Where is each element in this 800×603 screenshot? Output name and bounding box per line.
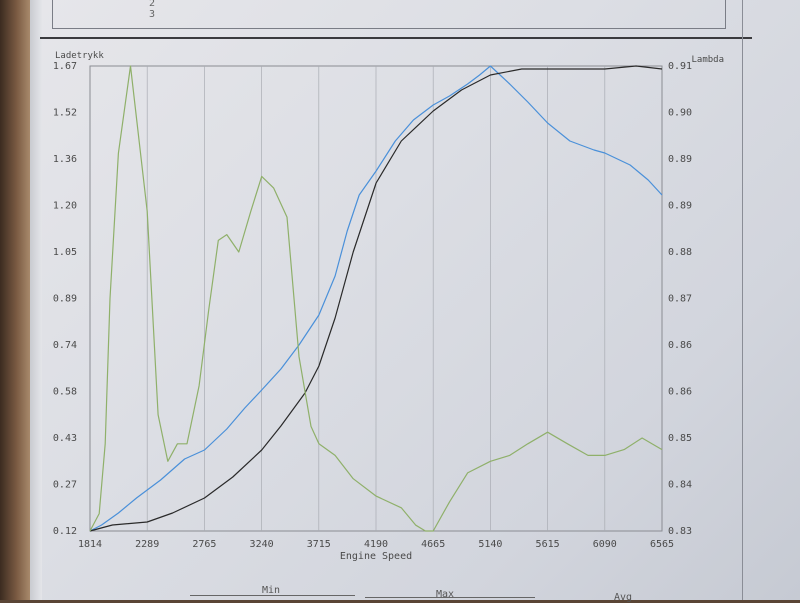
right-tick-label: 0.91 — [668, 61, 692, 72]
top-table-box: 2 3 — [52, 0, 726, 29]
table-header-avg: Avg — [614, 592, 633, 603]
x-tick-label: 1814 — [78, 539, 102, 550]
left-tick-label: 1.20 — [53, 201, 77, 212]
x-tick-label: 6090 — [593, 539, 617, 550]
left-tick-label: 0.43 — [53, 433, 77, 444]
left-tick-label: 0.58 — [53, 387, 77, 398]
desk-edge — [0, 0, 30, 600]
right-tick-label: 0.85 — [668, 433, 692, 444]
left-tick-label: 1.67 — [53, 61, 77, 72]
series-line — [89, 65, 663, 532]
x-tick-label: 4665 — [421, 539, 445, 550]
top-row-number: 3 — [149, 9, 156, 20]
left-tick-label: 0.74 — [53, 340, 77, 351]
x-tick-label: 2765 — [192, 539, 216, 550]
x-axis-label: Engine Speed — [340, 551, 412, 562]
series-layer — [89, 65, 663, 532]
left-tick-label: 0.89 — [53, 294, 77, 305]
right-tick-label: 0.87 — [668, 294, 692, 305]
grid-layer — [89, 65, 663, 532]
chart-frame-top — [40, 37, 752, 39]
x-tick-label: 3240 — [250, 539, 274, 550]
right-tick-label: 0.89 — [668, 154, 692, 165]
left-tick-label: 1.05 — [53, 247, 77, 258]
right-tick-label: 0.86 — [668, 387, 692, 398]
table-rule — [365, 597, 535, 598]
labels-layer: 1814 2289 2765 3240 3715 4190 4665 5140 5615 6090… — [53, 51, 724, 562]
left-tick-label: 1.52 — [53, 108, 77, 119]
x-tick-label: 5140 — [478, 539, 502, 550]
x-tick-label: 6565 — [650, 539, 674, 550]
right-tick-label: 0.86 — [668, 340, 692, 351]
x-tick-label: 5615 — [536, 539, 560, 550]
series-line — [89, 65, 663, 532]
left-tick-label: 0.27 — [53, 480, 77, 491]
table-header-max: Max — [436, 589, 455, 600]
table-header-min: Min — [262, 585, 281, 596]
paper-sheet — [30, 0, 800, 600]
left-tick-label: 0.12 — [53, 526, 77, 537]
right-axis-label: Lambda — [691, 55, 724, 65]
page-margin-line — [742, 0, 743, 600]
right-tick-label: 0.88 — [668, 247, 692, 258]
x-tick-label: 4190 — [364, 539, 388, 550]
x-tick-label: 2289 — [135, 539, 159, 550]
left-axis-label: Ladetrykk — [55, 51, 104, 61]
x-tick-label: 3715 — [307, 539, 331, 550]
top-row-number: 2 — [149, 0, 156, 9]
right-tick-label: 0.83 — [668, 526, 692, 537]
left-tick-label: 1.36 — [53, 154, 77, 165]
table-rule — [190, 595, 355, 596]
paper-fold — [30, 0, 42, 600]
right-tick-label: 0.89 — [668, 201, 692, 212]
right-tick-label: 0.84 — [668, 480, 692, 491]
series-line — [89, 65, 663, 532]
right-tick-label: 0.90 — [668, 108, 692, 119]
